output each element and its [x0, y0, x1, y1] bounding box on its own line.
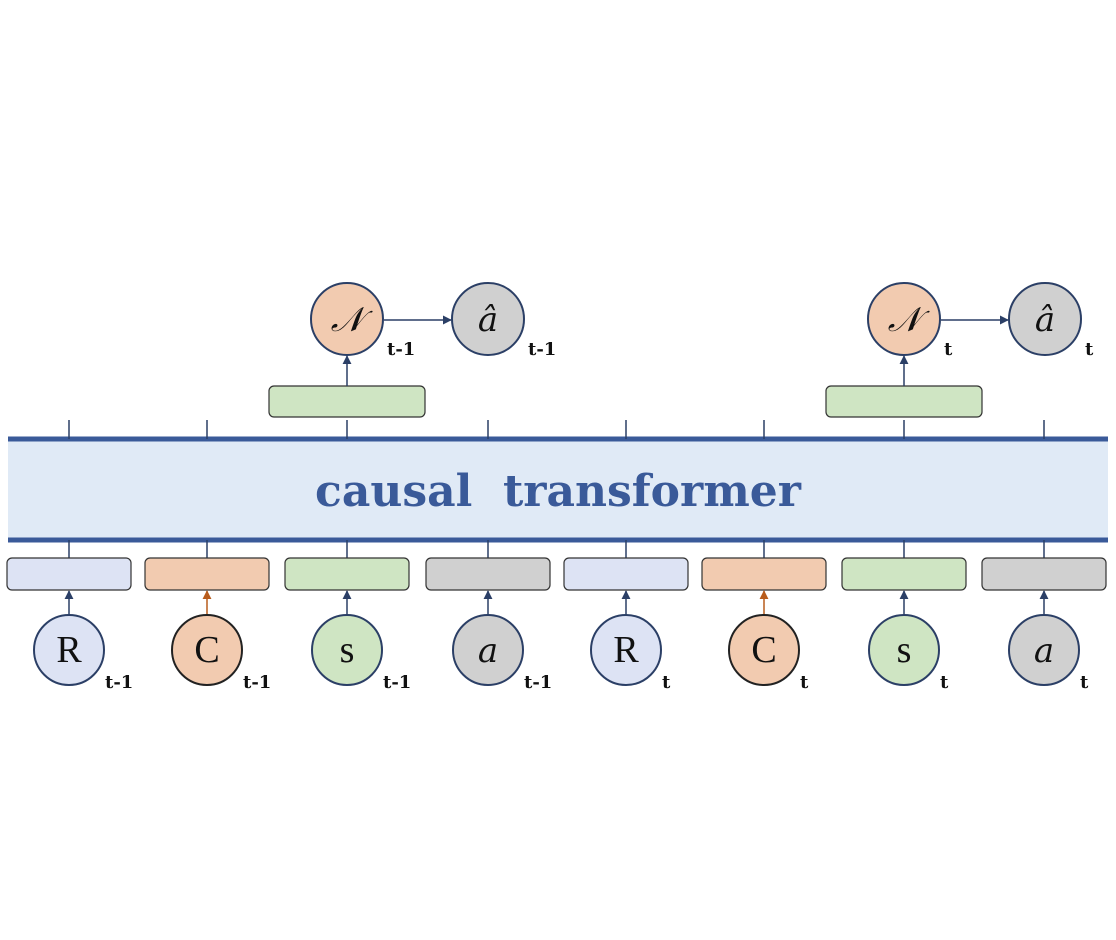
- input-token-state: st: [841, 420, 967, 693]
- embedding-box: [144, 557, 270, 591]
- transformer-label: causal transformer: [315, 466, 802, 517]
- token-circle: [452, 614, 524, 686]
- gaussian-subscript: t: [944, 339, 953, 360]
- predicted-action-circle: [1008, 282, 1082, 356]
- token-subscript: t: [662, 672, 671, 693]
- token-symbol: s: [340, 629, 355, 671]
- token-symbol: a: [478, 631, 498, 671]
- embedding-box: [563, 557, 689, 591]
- input-token-return: Rt-1: [6, 420, 133, 693]
- transformer-body: [8, 439, 1108, 540]
- input-token-cost: Ct-1: [144, 420, 271, 693]
- causal-transformer-block: causal transformer: [8, 436, 1108, 543]
- input-token-action: at: [981, 420, 1107, 693]
- token-subscript: t-1: [243, 672, 271, 693]
- token-symbol: C: [751, 629, 776, 671]
- token-circle: [590, 614, 662, 686]
- predicted-action-symbol: â: [478, 300, 498, 340]
- token-subscript: t: [800, 672, 809, 693]
- token-circle: [171, 614, 243, 686]
- token-subscript: t-1: [383, 672, 411, 693]
- embedding-box: [841, 557, 967, 591]
- token-circle: [33, 614, 105, 686]
- gaussian-circle: [867, 282, 941, 356]
- token-circle: [868, 614, 940, 686]
- input-token-return: Rt: [563, 420, 689, 693]
- token-circle: [1008, 614, 1080, 686]
- token-subscript: t-1: [105, 672, 133, 693]
- token-circle: [311, 614, 383, 686]
- predicted-action-symbol: â: [1035, 300, 1055, 340]
- embedding-box: [701, 557, 827, 591]
- input-token-cost: Ct: [701, 420, 827, 693]
- token-circle: [728, 614, 800, 686]
- predicted-action-subscript: t-1: [528, 339, 556, 360]
- gaussian-circle: [310, 282, 384, 356]
- output-head: 𝒩t-1ât-1: [268, 282, 556, 418]
- token-symbol: a: [1034, 631, 1054, 671]
- token-symbol: C: [194, 629, 219, 671]
- embedding-box: [425, 557, 551, 591]
- token-subscript: t: [940, 672, 949, 693]
- token-symbol: s: [897, 629, 912, 671]
- embedding-box: [981, 557, 1107, 591]
- predicted-action-circle: [451, 282, 525, 356]
- token-subscript: t: [1080, 672, 1089, 693]
- embedding-box: [284, 557, 410, 591]
- output-embedding-box: [268, 385, 426, 418]
- token-subscript: t-1: [524, 672, 552, 693]
- token-symbol: R: [613, 629, 639, 671]
- embedding-box: [6, 557, 132, 591]
- input-token-action: a t-1: [425, 420, 552, 693]
- gaussian-subscript: t-1: [387, 339, 415, 360]
- predicted-action-subscript: t: [1085, 339, 1094, 360]
- token-symbol: R: [56, 629, 82, 671]
- input-token-state: s t-1: [284, 420, 411, 693]
- output-embedding-box: [825, 385, 983, 418]
